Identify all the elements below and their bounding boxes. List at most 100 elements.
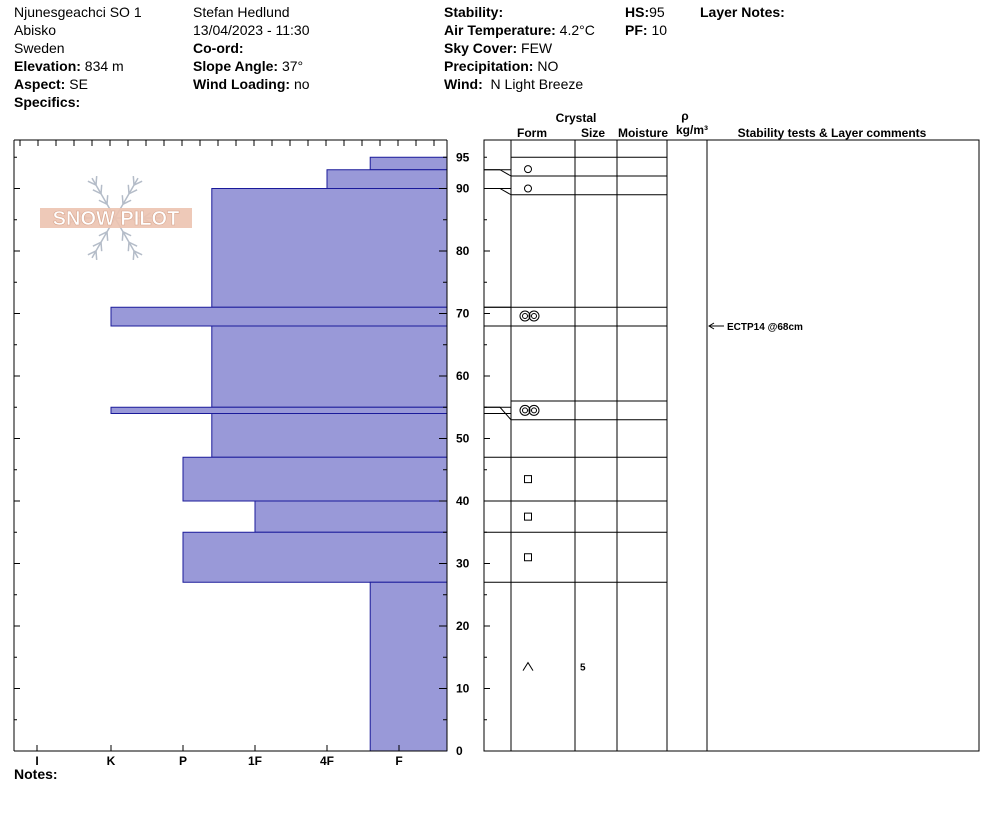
snowflake-branch [106, 195, 109, 205]
air-temp-row: Air Temperature: 4.2°C [444, 22, 595, 38]
wind-loading-row: Wind Loading: no [193, 76, 310, 92]
wind-row: Wind: N Light Breeze [444, 76, 584, 92]
snowpilot-logo: SNOW PILOT [40, 176, 192, 260]
snowflake-branch [128, 241, 138, 247]
melt-freeze-core [531, 407, 537, 414]
snowflake-branch [127, 242, 130, 252]
hardness-tick-label: K [107, 754, 116, 768]
snowflake-branch [98, 199, 108, 205]
height-tick-label: 90 [456, 182, 470, 196]
region-name: Abisko [14, 22, 57, 38]
sky-cover-row: Sky Cover: FEW [444, 40, 553, 56]
header-col-1: Njunesgeachci SO 1 Abisko Sweden Elevati… [14, 3, 142, 111]
observer-name: Stefan Hedlund [193, 4, 290, 20]
slope-row: Slope Angle: 37° [193, 58, 304, 74]
crystal-marks: 5 ECTP14 @68cm [519, 165, 803, 674]
hardness-bar [211, 188, 448, 308]
melt-freeze-ring [528, 404, 540, 416]
stability-test-label: ECTP14 @68cm [727, 322, 803, 333]
crystal-header: Crystal [556, 111, 597, 125]
snowflake-branch [128, 189, 138, 195]
header-col-3: Stability: Air Temperature: 4.2°C Sky Co… [444, 3, 595, 93]
height-tick-label: 10 [456, 682, 470, 696]
height-tick-label: 30 [456, 557, 470, 571]
melt-freeze-core [522, 407, 528, 414]
hardness-bar [211, 413, 448, 458]
hardness-bar [182, 531, 448, 583]
hardness-bar [326, 169, 448, 189]
depth-hoar-icon [522, 661, 534, 671]
layer-table-frame [483, 139, 980, 752]
column-headers: Crystal Form Size Moisture ρkg/m³ Stability t… [517, 109, 927, 140]
elevation-row: Elevation: 834 m [14, 58, 124, 74]
hardness-tick-label: 1F [248, 754, 262, 768]
hardness-frame: 0 10 20 30 40 50 60 70 80 90 95 I K P 1F 4F F [13, 139, 470, 768]
rounded-grain-icon [524, 184, 532, 193]
melt-freeze-icon [519, 310, 540, 322]
melt-freeze-core [531, 313, 537, 319]
aspect-row: Aspect: SE [14, 76, 88, 92]
snowflake-branch [122, 231, 132, 237]
rho-header: ρ [681, 109, 688, 123]
header-col-2: Stefan Hedlund 13/04/2023 - 11:30 Co-ord… [193, 3, 310, 93]
snowflake-branch [121, 195, 124, 205]
layer-grid [483, 139, 980, 752]
snowflake-branch [100, 184, 103, 194]
country-name: Sweden [14, 40, 65, 56]
faceted-crystal-icon [524, 553, 532, 562]
hardness-tick-label: 4F [320, 754, 334, 768]
observation-datetime: 13/04/2023 - 11:30 [193, 22, 310, 38]
hs-row: HS:95 [625, 4, 665, 20]
snowflake-branch [92, 189, 102, 195]
coord-row: Co-ord: [193, 40, 244, 56]
melt-freeze-ring [519, 404, 531, 416]
snowflake-branch [87, 180, 97, 186]
height-tick-label: 50 [456, 432, 470, 446]
moisture-header: Moisture [618, 126, 668, 140]
hardness-bar [182, 456, 448, 502]
connector-line [499, 169, 512, 177]
layer-notes-label: Layer Notes: [700, 4, 785, 20]
hardness-bar [369, 156, 448, 171]
connector-line [499, 188, 512, 196]
melt-freeze-ring [528, 310, 540, 322]
height-tick-label: 95 [456, 150, 470, 164]
height-tick-label: 80 [456, 244, 470, 258]
density-header: kg/m³ [676, 123, 708, 137]
snowflake-branch [132, 176, 135, 186]
snowflake-branch [127, 184, 130, 194]
snowflake-branch [121, 231, 124, 241]
hardness-bar [369, 581, 448, 752]
snowflake-branch [98, 231, 108, 237]
snowflake-branch [100, 242, 103, 252]
notes-label: Notes: [14, 766, 58, 782]
hardness-bar [211, 325, 448, 408]
header-col-4: HS:95 PF: 10 [625, 3, 667, 39]
hardness-tick-label: F [395, 754, 402, 768]
melt-freeze-core [522, 313, 528, 319]
snowflake-branch [106, 231, 109, 241]
location-name: Njunesgeachci SO 1 [14, 4, 142, 20]
height-tick-label: 0 [456, 744, 463, 758]
melt-freeze-ring [519, 310, 531, 322]
snowflake-branch [133, 180, 143, 186]
form-header: Form [517, 126, 547, 140]
snowflake-branch [95, 250, 98, 260]
test-arrow-icon [708, 322, 715, 330]
height-tick-label: 40 [456, 494, 470, 508]
snowflake-branch [122, 199, 132, 205]
stability-header: Stability tests & Layer comments [738, 126, 927, 140]
size-header: Size [581, 126, 605, 140]
height-tick-label: 20 [456, 619, 470, 633]
height-tick-label: 70 [456, 307, 470, 321]
snowflake-branch [87, 250, 97, 256]
hardness-bar [110, 406, 448, 414]
pf-row: PF: 10 [625, 22, 668, 38]
hardness-tick-label: I [35, 754, 38, 768]
snowflake-branch [95, 176, 98, 186]
snowflake-branch [92, 241, 102, 247]
logo-text: SNOW PILOT [53, 208, 180, 230]
stability-row: Stability: [444, 4, 504, 20]
grain-size-label: 5 [580, 663, 586, 674]
